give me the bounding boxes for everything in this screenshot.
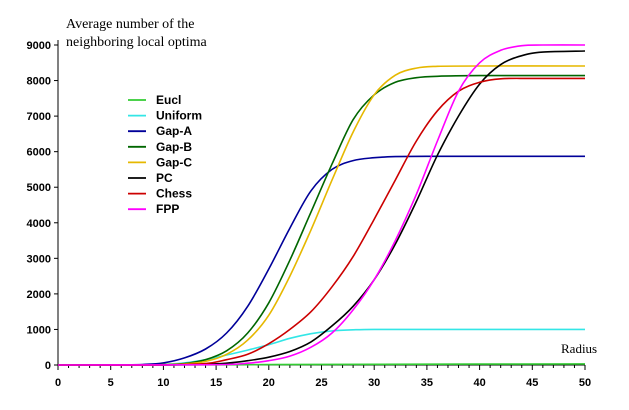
series-line-gap-a [57, 155, 585, 366]
legend-entry: Eucl [156, 93, 181, 107]
axes: 0 1000 2000 3000 4000 5000 6000 7000 8000 9000 0 5 1… [27, 40, 591, 389]
series-line-gap-c [57, 65, 586, 366]
x-tick-label: 50 [579, 377, 591, 389]
legend-entry: Gap-B [156, 140, 192, 154]
x-axis-label: Radius [561, 341, 598, 356]
x-tick-label: 35 [421, 377, 433, 389]
y-tick-label: 9000 [27, 40, 51, 52]
series-line-fpp [57, 44, 586, 366]
series-line-pc [57, 50, 586, 366]
y-tick-label: 4000 [27, 218, 51, 230]
series-line-gap-b [57, 74, 586, 366]
x-tick-label: 40 [473, 377, 485, 389]
x-tick-label: 0 [55, 377, 61, 389]
legend-entry: Gap-A [156, 124, 192, 138]
x-tick-label: 45 [526, 377, 538, 389]
legend-entry: Uniform [156, 109, 202, 123]
x-tick-label: 10 [157, 377, 169, 389]
y-tick-label: 6000 [27, 147, 51, 159]
y-tick-label: 3000 [27, 253, 51, 265]
legend-entry: Chess [156, 187, 192, 201]
legend-entry: FPP [156, 202, 179, 216]
x-tick-label: 30 [368, 377, 380, 389]
y-tick-label: 0 [45, 360, 51, 372]
y-tick-label: 1000 [27, 324, 51, 336]
y-tick-label: 5000 [27, 182, 51, 194]
x-tick-label: 20 [263, 377, 275, 389]
series-layer [57, 44, 586, 366]
legend-entry: Gap-C [156, 155, 192, 169]
x-tick-label: 15 [210, 377, 222, 389]
legend-entry: PC [156, 171, 173, 185]
series-line-chess [57, 77, 585, 366]
y-tick-label: 2000 [27, 289, 51, 301]
y-axis-label: Average number of the neighboring local … [66, 17, 207, 50]
x-tick-label: 5 [108, 377, 114, 389]
y-tick-label: 8000 [27, 76, 51, 88]
y-tick-label: 7000 [27, 111, 51, 123]
x-tick-label: 25 [315, 377, 327, 389]
